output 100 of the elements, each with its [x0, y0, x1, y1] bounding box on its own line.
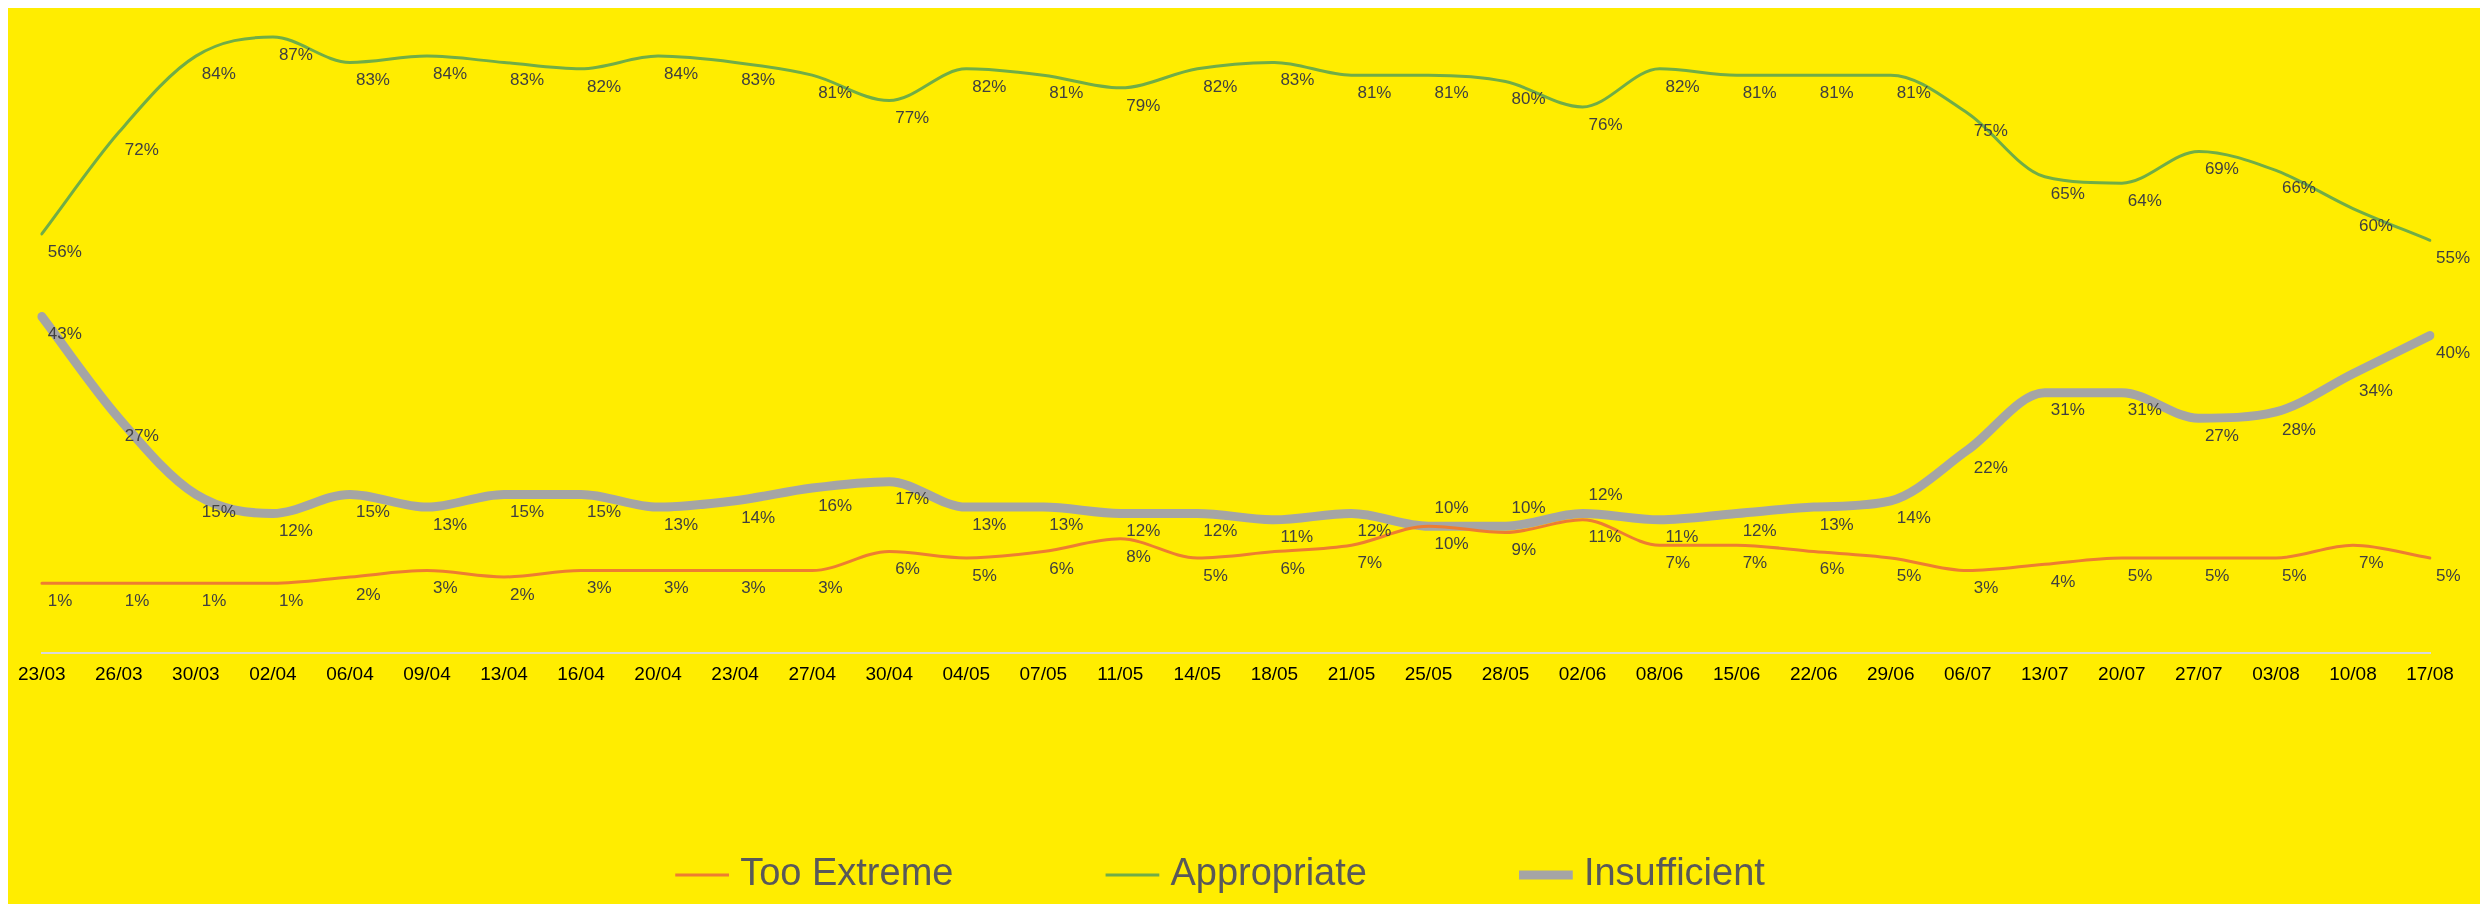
- data-label: 82%: [1665, 76, 1700, 96]
- data-label: 65%: [2050, 184, 2085, 204]
- data-label: 83%: [510, 70, 545, 90]
- data-label: 80%: [1511, 89, 1546, 109]
- data-label: 5%: [2127, 565, 2153, 585]
- data-label: 12%: [1203, 521, 1238, 541]
- data-label: 13%: [972, 514, 1007, 534]
- data-label: 7%: [1665, 552, 1691, 572]
- data-label: 1%: [278, 591, 304, 611]
- x-tick-label: 28/05: [1481, 662, 1530, 684]
- x-tick-label: 27/04: [788, 662, 837, 684]
- x-tick-label: 30/04: [865, 662, 914, 684]
- data-label: 3%: [587, 578, 612, 598]
- x-tick-label: 16/04: [557, 662, 606, 684]
- legend-label: Appropriate: [1170, 851, 1367, 894]
- data-label: 56%: [47, 241, 82, 261]
- x-tick-label: 17/08: [2406, 662, 2454, 684]
- data-label: 12%: [1357, 521, 1392, 541]
- data-label: 6%: [1819, 559, 1845, 579]
- x-tick-label: 20/07: [2098, 662, 2146, 684]
- data-label: 81%: [1896, 82, 1931, 102]
- data-label: 12%: [1588, 485, 1623, 505]
- data-label: 1%: [201, 591, 227, 611]
- data-label: 3%: [1973, 578, 1999, 598]
- data-label: 82%: [972, 76, 1007, 96]
- x-tick-label: 23/04: [711, 662, 760, 684]
- data-label: 9%: [1511, 540, 1537, 560]
- data-label: 83%: [1280, 70, 1315, 90]
- data-label: 3%: [664, 578, 689, 598]
- data-label: 1%: [124, 591, 150, 611]
- x-tick-label: 25/05: [1404, 662, 1453, 684]
- data-label: 83%: [355, 70, 390, 90]
- x-tick-label: 18/05: [1250, 662, 1299, 684]
- data-label: 11%: [1665, 527, 1699, 547]
- data-label: 13%: [1819, 514, 1854, 534]
- x-tick-label: 23/03: [18, 662, 66, 684]
- data-label: 84%: [201, 63, 236, 83]
- data-label: 81%: [1819, 82, 1854, 102]
- data-label: 84%: [664, 63, 699, 83]
- data-label: 8%: [1126, 546, 1151, 566]
- data-label: 13%: [432, 514, 467, 534]
- data-label: 5%: [2281, 565, 2307, 585]
- data-label: 5%: [972, 565, 997, 585]
- x-tick-label: 11/05: [1097, 662, 1144, 684]
- x-tick-label: 04/05: [942, 662, 991, 684]
- data-label: 28%: [2281, 419, 2316, 439]
- x-tick-label: 06/04: [326, 662, 375, 684]
- x-tick-label: 09/04: [403, 662, 452, 684]
- x-tick-label: 08/06: [1635, 662, 1684, 684]
- x-tick-label: 07/05: [1019, 662, 1068, 684]
- data-label: 11%: [1280, 527, 1314, 547]
- x-tick-label: 06/07: [1943, 662, 1992, 684]
- data-label: 66%: [2281, 178, 2316, 198]
- data-label: 7%: [1357, 552, 1383, 572]
- data-label: 14%: [741, 508, 776, 528]
- x-tick-label: 22/06: [1789, 662, 1838, 684]
- x-tick-label: 27/07: [2175, 662, 2223, 684]
- legend-label: Too Extreme: [740, 851, 954, 894]
- data-label: 31%: [2127, 400, 2162, 420]
- data-label: 5%: [2204, 565, 2230, 585]
- x-tick-label: 15/06: [1712, 662, 1761, 684]
- data-label: 2%: [510, 584, 535, 604]
- data-label: 6%: [1280, 559, 1305, 579]
- data-label: 11%: [1588, 527, 1622, 547]
- data-label: 81%: [818, 82, 853, 102]
- data-label: 4%: [2050, 571, 2076, 591]
- data-label: 83%: [741, 70, 776, 90]
- data-label: 12%: [1126, 521, 1161, 541]
- data-label: 12%: [278, 521, 313, 541]
- data-label: 2%: [355, 584, 381, 604]
- data-label: 5%: [2436, 565, 2461, 585]
- data-label: 15%: [355, 502, 390, 522]
- data-label: 72%: [124, 140, 159, 160]
- data-label: 22%: [1973, 457, 2008, 477]
- data-label: 5%: [1896, 565, 1922, 585]
- data-label: 31%: [2050, 400, 2085, 420]
- data-label: 12%: [1742, 521, 1777, 541]
- data-label: 82%: [587, 76, 622, 96]
- data-label: 6%: [1049, 559, 1074, 579]
- data-label: 10%: [1434, 497, 1469, 517]
- data-label: 6%: [895, 559, 920, 579]
- x-tick-label: 21/05: [1327, 662, 1376, 684]
- data-label: 34%: [2358, 381, 2393, 401]
- x-tick-label: 02/06: [1558, 662, 1607, 684]
- data-label: 15%: [510, 502, 545, 522]
- data-label: 81%: [1357, 82, 1392, 102]
- data-label: 40%: [2436, 343, 2471, 363]
- data-label: 10%: [1511, 497, 1546, 517]
- data-label: 15%: [587, 502, 622, 522]
- data-label: 81%: [1434, 82, 1469, 102]
- x-tick-label: 29/06: [1866, 662, 1915, 684]
- legend-label: Insufficient: [1583, 851, 1766, 894]
- x-tick-label: 30/03: [172, 662, 220, 684]
- data-label: 55%: [2436, 248, 2471, 268]
- data-label: 84%: [432, 63, 467, 83]
- x-tick-label: 02/04: [249, 662, 298, 684]
- x-tick-label: 13/04: [480, 662, 529, 684]
- data-label: 64%: [2127, 190, 2162, 210]
- data-label: 17%: [895, 489, 930, 509]
- x-tick-label: 13/07: [2021, 662, 2069, 684]
